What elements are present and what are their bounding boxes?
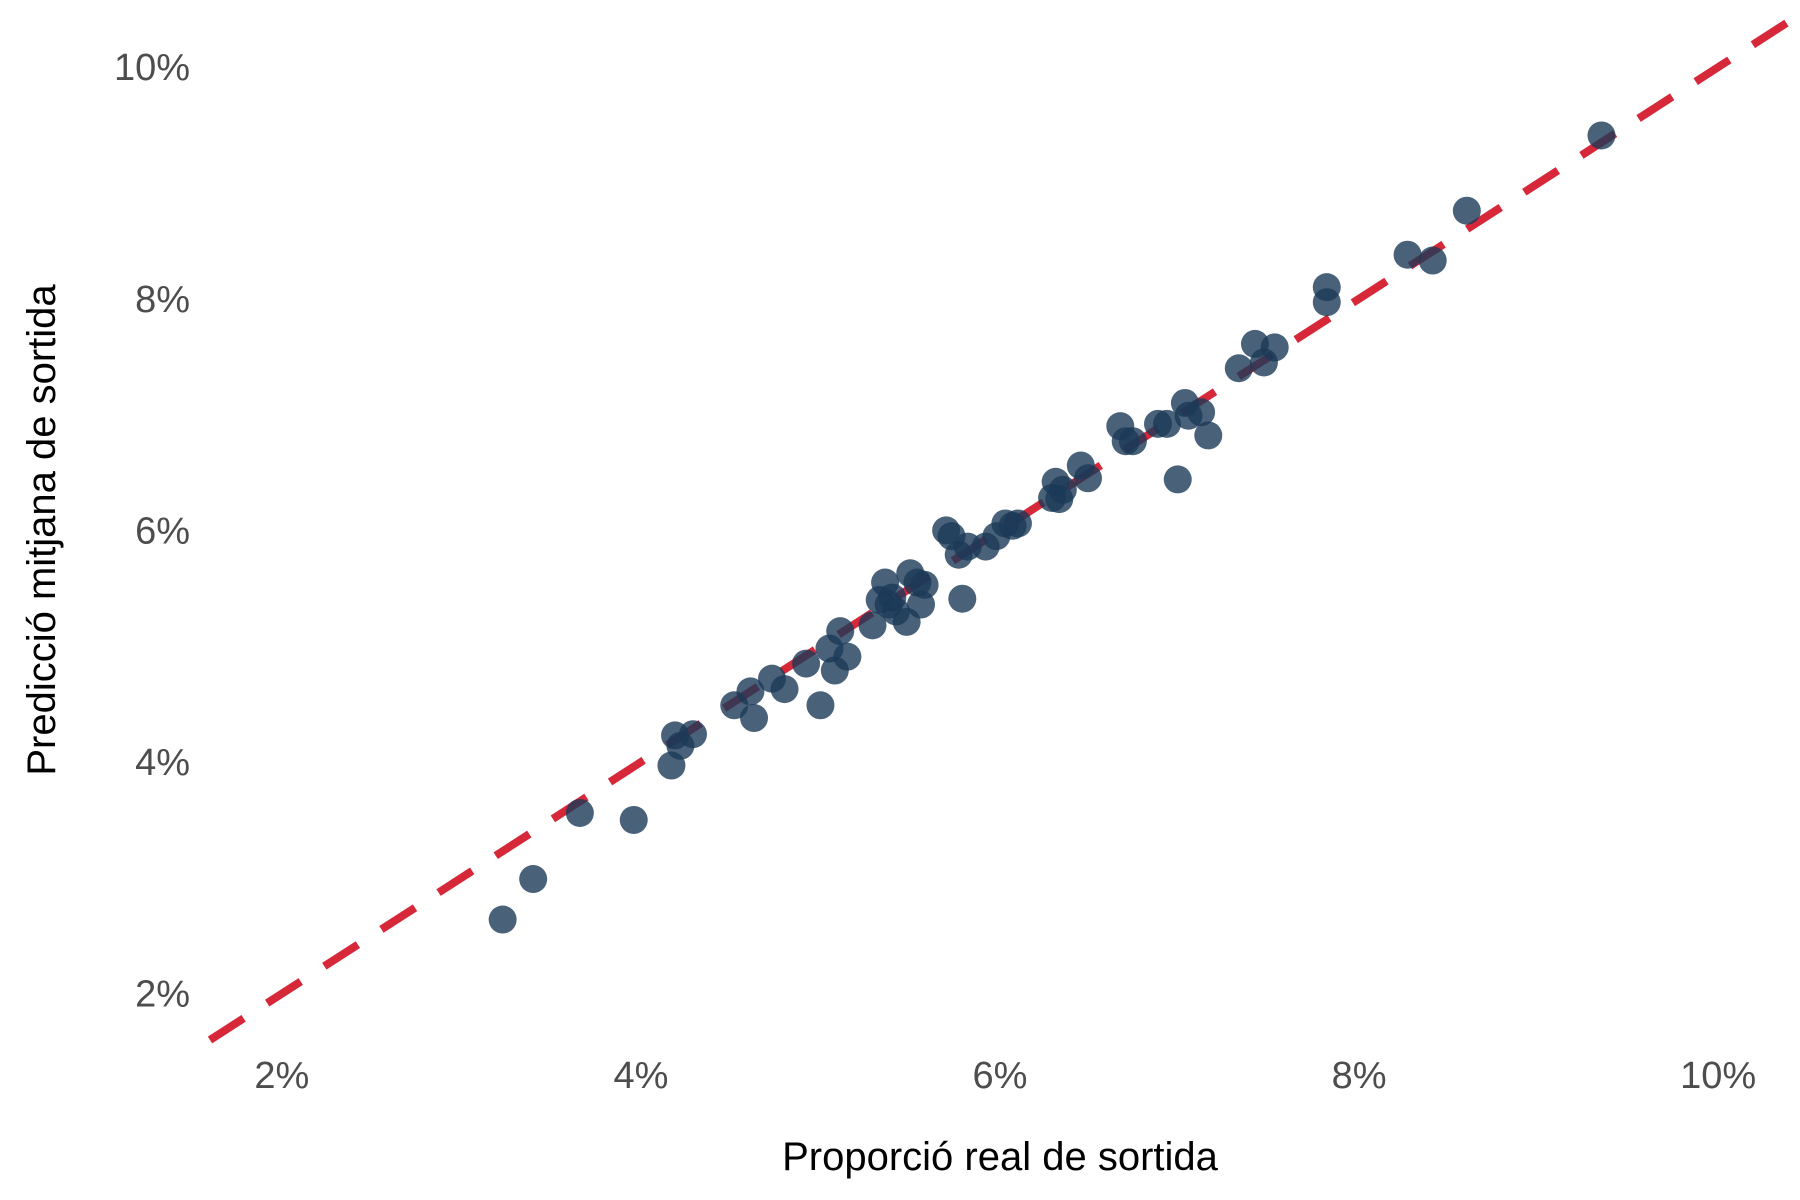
data-point — [1003, 509, 1032, 538]
data-point — [740, 704, 769, 733]
data-point — [792, 649, 821, 678]
data-point — [1393, 240, 1422, 269]
data-point — [1587, 121, 1616, 150]
data-point — [619, 805, 648, 834]
data-point — [1452, 196, 1481, 225]
y-tick-label: 8% — [135, 279, 190, 321]
data-point — [1224, 354, 1253, 383]
data-point — [488, 905, 517, 934]
data-point — [519, 865, 548, 894]
data-point — [1163, 465, 1192, 494]
data-point — [1418, 246, 1447, 275]
data-point — [1118, 427, 1147, 456]
data-point — [948, 584, 977, 613]
data-point — [858, 611, 887, 640]
points-layer — [488, 121, 1616, 934]
data-point — [1048, 475, 1077, 504]
y-tick-label: 6% — [135, 510, 190, 552]
data-point — [1260, 333, 1289, 362]
x-tick-label: 2% — [254, 1055, 309, 1097]
data-point — [1073, 464, 1102, 493]
x-axis-title: Proporció real de sortida — [782, 1135, 1219, 1179]
data-point — [1152, 409, 1181, 438]
x-tick-label: 6% — [973, 1055, 1028, 1097]
data-point — [565, 798, 594, 827]
reference-line-layer — [207, 17, 1793, 1044]
data-point — [826, 617, 855, 646]
y-tick-label: 2% — [135, 974, 190, 1016]
y-tick-label: 10% — [114, 47, 190, 89]
x-tick-label: 8% — [1332, 1055, 1387, 1097]
data-point — [833, 642, 862, 671]
data-point — [736, 677, 765, 706]
y-axis-title: Predicció mitjana de sortida — [20, 284, 64, 776]
data-point — [910, 570, 939, 599]
x-axis-ticks: 2% 4% 6% 8% 10% — [254, 1055, 1756, 1097]
data-point — [1312, 288, 1341, 317]
x-tick-label: 10% — [1680, 1055, 1756, 1097]
data-point — [678, 720, 707, 749]
data-point — [1187, 398, 1216, 427]
data-point — [1194, 421, 1223, 450]
y-axis-ticks: 2% 4% 6% 8% 10% — [114, 47, 190, 1016]
reference-line — [207, 17, 1793, 1044]
y-tick-label: 4% — [135, 742, 190, 784]
data-point — [770, 675, 799, 704]
data-point — [806, 691, 835, 720]
x-tick-label: 4% — [613, 1055, 668, 1097]
